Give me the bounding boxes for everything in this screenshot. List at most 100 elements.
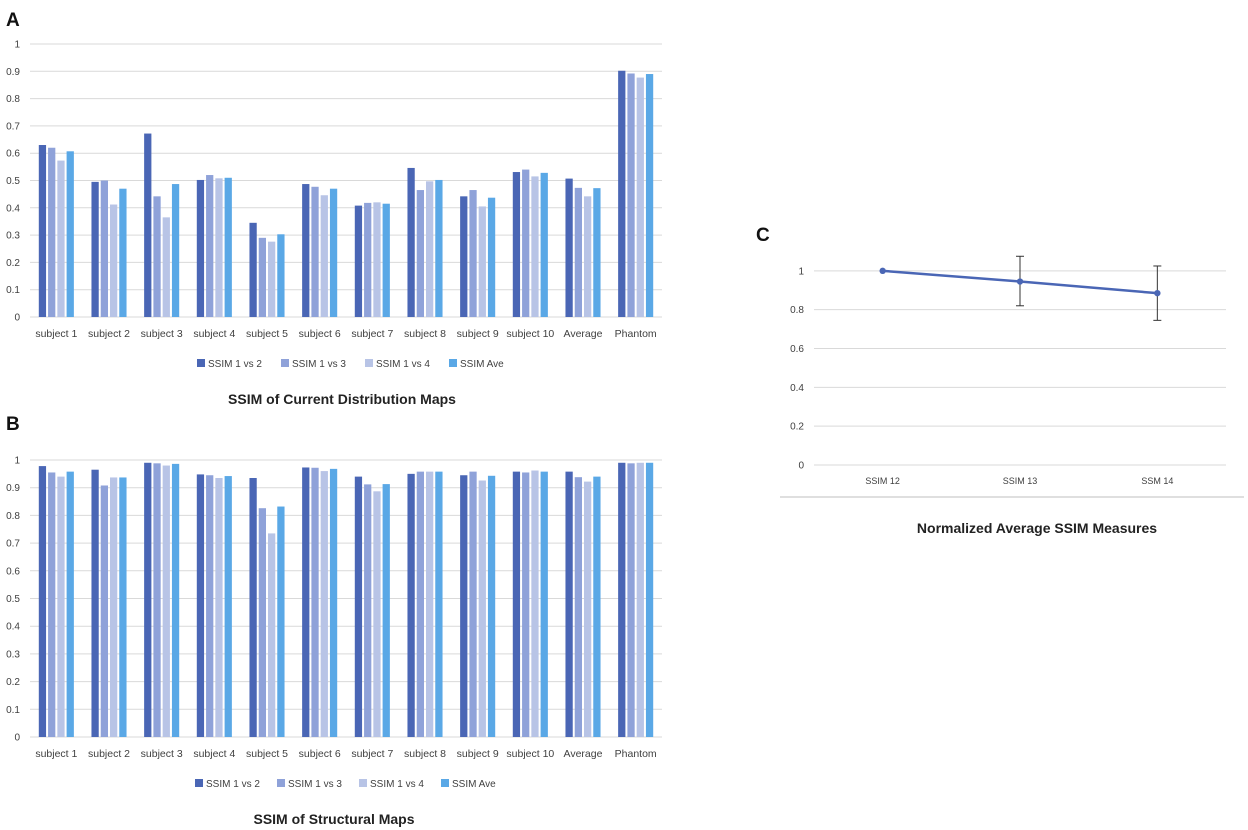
chart-b-title: SSIM of Structural Maps [253,811,414,827]
chart-a-bar [91,181,99,317]
chart-b-x-tick-label: subject 1 [35,748,77,760]
chart-b-bar [416,471,424,737]
chart-a-bar [407,167,415,317]
chart-c: 0 0.2 0.4 0.6 0.8 1 SSIM 12 SSIM 13 SSM 14 [790,255,1226,486]
chart-a-bar [66,151,74,317]
chart-b-legend-swatch [277,779,285,787]
chart-c-point [1154,289,1161,297]
chart-b-legend-swatch [441,779,449,787]
chart-b-legend-swatch [359,779,367,787]
chart-b-y-tick-label: 0.4 [6,622,20,633]
chart-c-x-tick-label: SSM 14 [1141,476,1173,486]
chart-c-x-tick-label: SSIM 12 [865,476,900,486]
chart-b-bar [531,470,539,737]
chart-c-y-tick-label: 0 [798,461,804,472]
chart-b-bar [153,463,161,737]
chart-a-bar [574,187,582,317]
chart-b-bar [302,467,310,737]
chart-b-x-tick-label: subject 7 [351,748,393,760]
panel-b: B 0 0.1 0.2 0.3 0.4 0.5 0.6 0.7 0.8 0.9 1 subject 1… [6,414,662,827]
panel-a: A 0 0.1 0.2 0.3 0.4 0.5 0.6 0.7 0.8 0.9 1 subject 1… [6,10,662,407]
chart-a-x-tick-label: subject 9 [457,328,499,340]
chart-a-bar [277,234,285,317]
chart-a-bar [487,197,496,317]
chart-a-x-tick-label: Phantom [615,328,657,340]
chart-b-bar [196,474,205,737]
chart-b-bar [320,471,328,737]
chart-b-legend-swatch [195,779,203,787]
chart-b-bar [593,476,601,737]
chart-a-bar [645,74,654,317]
chart-a-x-tick-label: subject 4 [193,328,235,340]
chart-b-x-tick-label: subject 8 [404,748,446,760]
chart-a-y-tick-label: 0.4 [6,203,20,214]
chart-b-bar [57,476,65,737]
panel-letter-c: C [756,225,770,246]
chart-a-bar [57,160,65,317]
chart-b-bar [522,472,530,737]
chart-b-bar [249,478,257,737]
chart-a-x-tick-label: subject 1 [35,328,77,340]
panel-letter-b: B [6,414,20,435]
chart-a-bar [469,190,477,317]
chart-a-bar [565,178,573,317]
chart-b-x-tick-label: subject 2 [88,748,130,760]
chart-b-bar [268,533,276,737]
chart-a-x-tick-label: Average [564,328,603,340]
chart-b-bar [258,508,266,737]
chart-b-x-tick-label: subject 5 [246,748,288,760]
chart-c-y-tick-label: 0.6 [790,344,804,355]
chart-a-bar [268,241,276,317]
chart-a-bar [435,179,443,317]
chart-a-legend-label: SSIM 1 vs 3 [292,359,346,370]
chart-a-legend-swatch [281,359,289,367]
chart-b-y-tick-label: 0.3 [6,649,20,660]
chart-b-bar [91,469,99,737]
chart-b-bar [627,463,635,737]
chart-a-x-tick-label: subject 5 [246,328,288,340]
chart-b-bar [162,465,170,737]
chart-c-point [879,267,886,275]
chart-b-bar [329,468,338,737]
chart-b-x-tick-label: subject 6 [299,748,341,760]
chart-a-bar [540,172,548,317]
chart-a-bar [249,222,257,317]
chart-a-bar [426,181,434,317]
chart-a-x-tick-label: subject 7 [351,328,393,340]
chart-b-x-tick-label: subject 10 [506,748,554,760]
chart-b-y-tick-label: 1 [14,456,20,467]
chart-b-y-tick-label: 0.2 [6,677,20,688]
chart-b-legend-label: SSIM 1 vs 2 [206,779,260,790]
chart-a-bar [48,147,56,317]
chart-b-bar [512,471,521,737]
chart-a-legend-label: SSIM 1 vs 4 [376,359,430,370]
chart-a-bar [224,177,232,317]
chart-a-bar [329,188,338,317]
chart-b-bar [224,476,232,737]
chart-a-y-tick-label: 0.9 [6,67,20,78]
chart-a-bar [144,133,152,317]
chart-b-bar [460,475,468,737]
chart-a-x-tick-label: subject 8 [404,328,446,340]
chart-b-bar [618,462,626,737]
chart-b-bar [565,471,573,737]
chart-a-bar [416,190,424,317]
chart-a-bar [311,186,319,317]
chart-a-y-tick-label: 1 [14,40,20,51]
chart-b-bar [144,462,152,737]
chart-b-x-tick-label: Phantom [615,748,657,760]
chart-a-bar [531,176,539,317]
chart-b-bar [48,472,56,737]
chart-b-bar [426,471,434,737]
chart-a-y-tick-label: 0.7 [6,121,20,132]
chart-b-bar [277,506,285,737]
chart-b-x-tick-label: subject 4 [193,748,235,760]
chart-a-bar [196,179,205,317]
chart-a-bar [119,188,127,317]
chart-b-bar [119,477,127,737]
chart-a-legend-label: SSIM 1 vs 2 [208,359,262,370]
chart-b-x-tick-label: Average [564,748,603,760]
chart-a-bar [354,205,363,317]
chart-a-x-tick-label: subject 6 [299,328,341,340]
